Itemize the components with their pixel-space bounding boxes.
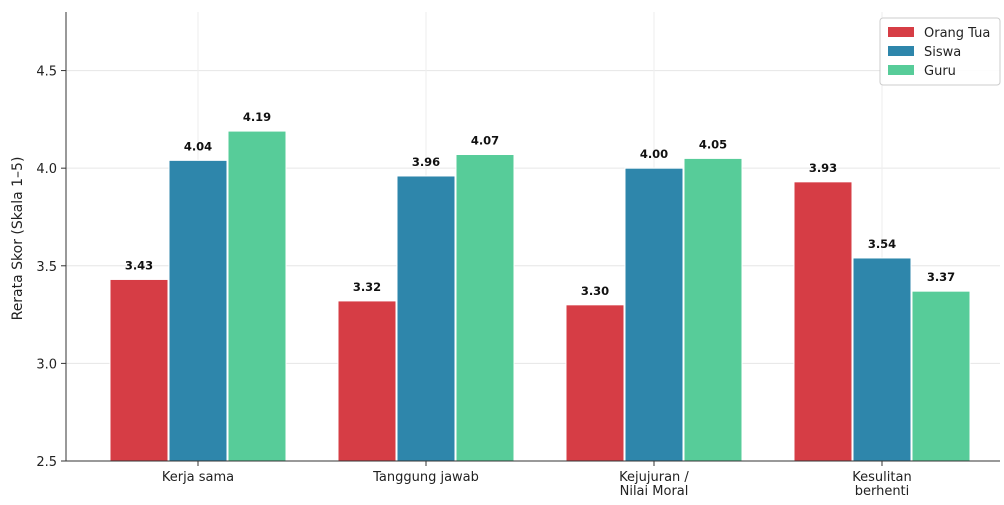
data-label: 3.93 bbox=[809, 161, 837, 175]
x-tick-label: Tanggung jawab bbox=[372, 470, 479, 485]
bar-guru bbox=[227, 130, 287, 462]
y-tick-label: 4.5 bbox=[36, 65, 57, 80]
data-label: 4.05 bbox=[699, 137, 727, 151]
y-tick-label: 4.0 bbox=[36, 162, 57, 177]
legend-swatch bbox=[888, 65, 914, 75]
data-label: 4.00 bbox=[640, 147, 668, 161]
bar-orang-tua bbox=[565, 304, 625, 462]
bar-guru bbox=[455, 154, 515, 462]
legend-swatch bbox=[888, 27, 914, 37]
x-tick-label: Kerja sama bbox=[162, 470, 234, 485]
data-label: 3.43 bbox=[125, 258, 153, 272]
legend: Orang Tua Siswa Guru bbox=[879, 17, 1001, 86]
bar-siswa bbox=[852, 257, 912, 462]
data-label: 3.96 bbox=[412, 155, 440, 169]
bar-siswa bbox=[168, 159, 228, 462]
y-tick-label: 3.5 bbox=[36, 260, 57, 275]
bar-guru bbox=[911, 290, 971, 462]
axes: 2.5 3.0 3.5 4.0 4.5 Kerja sama Tanggung jawab K… bbox=[10, 12, 1000, 499]
y-axis-title: Rerata Skor (Skala 1–5) bbox=[10, 157, 26, 321]
data-label: 3.32 bbox=[353, 280, 381, 294]
bar-orang-tua bbox=[337, 300, 397, 462]
data-label: 3.54 bbox=[868, 237, 896, 251]
data-label: 4.07 bbox=[471, 134, 499, 148]
bar-orang-tua bbox=[793, 181, 853, 462]
legend-label: Guru bbox=[924, 64, 956, 79]
y-tick-label: 3.0 bbox=[36, 357, 57, 372]
bar-orang-tua bbox=[109, 278, 169, 462]
x-tick-label: berhenti bbox=[855, 484, 910, 499]
data-label: 3.30 bbox=[581, 284, 609, 298]
bar-siswa bbox=[396, 175, 456, 462]
data-label: 3.37 bbox=[927, 270, 955, 284]
x-tick-label: Kesulitan bbox=[852, 470, 911, 485]
bars bbox=[109, 130, 971, 462]
legend-swatch bbox=[888, 46, 914, 56]
data-label: 4.04 bbox=[184, 139, 212, 153]
x-tick-label: Nilai Moral bbox=[620, 484, 689, 499]
y-tick-label: 2.5 bbox=[36, 455, 57, 470]
bar-guru bbox=[683, 157, 743, 462]
legend-label: Orang Tua bbox=[924, 26, 990, 41]
legend-label: Siswa bbox=[924, 45, 961, 60]
x-tick-label: Kejujuran / bbox=[619, 470, 689, 485]
data-labels: 3.43 4.04 4.19 3.32 3.96 4.07 3.30 4.00 4.05 3.93… bbox=[125, 110, 955, 298]
data-label: 4.19 bbox=[243, 110, 271, 124]
bar-siswa bbox=[624, 167, 684, 462]
